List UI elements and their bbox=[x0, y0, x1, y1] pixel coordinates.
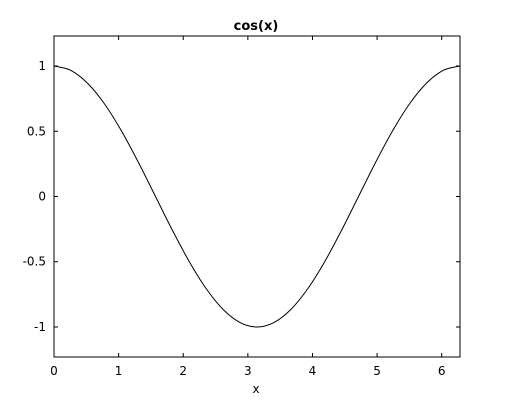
y-tick-label: 1 bbox=[38, 59, 46, 73]
cos-curve bbox=[54, 66, 460, 327]
x-tick-label: 6 bbox=[438, 364, 446, 378]
axis-ticks bbox=[54, 36, 460, 357]
x-tick-label: 1 bbox=[115, 364, 123, 378]
y-tick-label: 0 bbox=[38, 190, 46, 204]
axis-tick-labels: 0 1 2 3 4 5 6 1 0.5 0 -0.5 -1 bbox=[23, 59, 446, 378]
x-tick-label: 0 bbox=[50, 364, 58, 378]
x-tick-label: 2 bbox=[179, 364, 187, 378]
y-tick-label: 0.5 bbox=[27, 124, 46, 138]
plot-frame bbox=[54, 36, 460, 357]
y-tick-label: -1 bbox=[34, 320, 46, 334]
x-axis-label: x bbox=[252, 382, 259, 396]
x-tick-label: 4 bbox=[309, 364, 317, 378]
y-tick-label: -0.5 bbox=[23, 255, 46, 269]
chart-title: cos(x) bbox=[234, 19, 279, 34]
x-tick-label: 3 bbox=[244, 364, 252, 378]
x-tick-label: 5 bbox=[373, 364, 381, 378]
